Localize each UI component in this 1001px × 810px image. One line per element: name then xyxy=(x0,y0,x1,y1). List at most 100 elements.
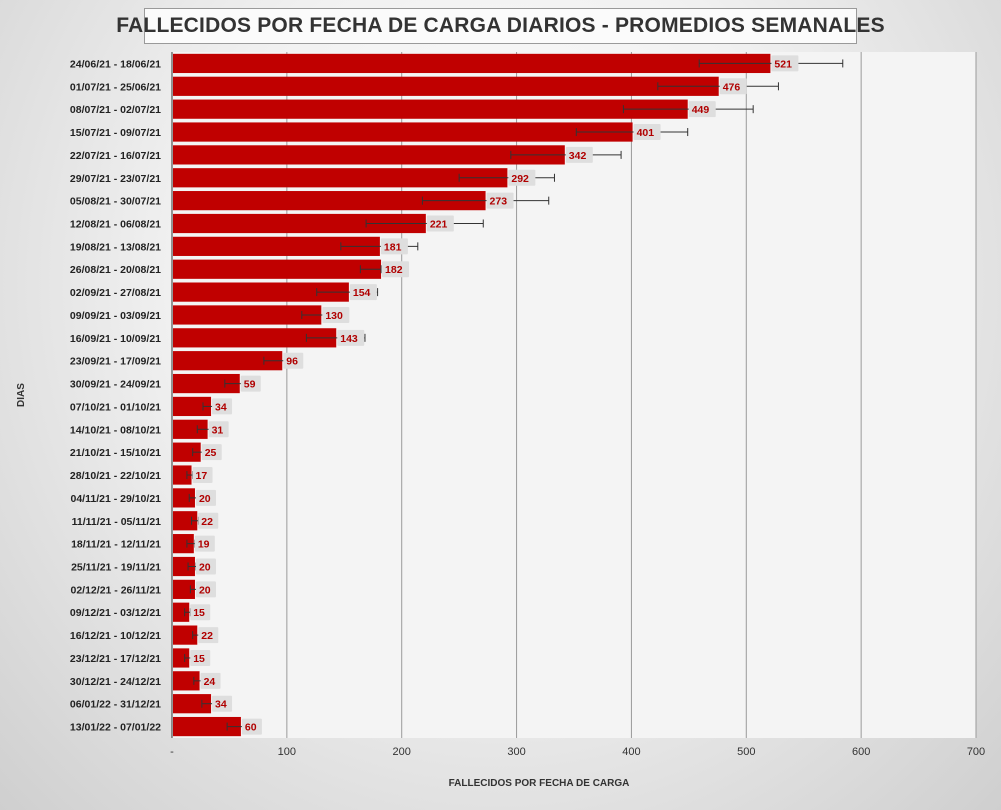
data-label: 154 xyxy=(353,287,371,299)
data-label: 34 xyxy=(215,401,227,413)
data-label: 476 xyxy=(723,81,741,93)
error-bar xyxy=(421,196,550,205)
x-tick-label: 700 xyxy=(967,746,985,758)
data-label-background xyxy=(508,169,536,186)
data-label: 15 xyxy=(193,607,205,619)
chart-title: FALLECIDOS POR FECHA DE CARGA DIARIOS - … xyxy=(116,14,885,37)
y-axis-title: DIAS xyxy=(16,383,27,407)
data-label-background xyxy=(192,467,213,484)
x-tick-label: 400 xyxy=(622,746,640,758)
data-label: 25 xyxy=(205,447,217,459)
data-label-background xyxy=(426,215,454,232)
bars xyxy=(173,53,771,737)
data-label: 273 xyxy=(490,196,508,208)
data-label-background xyxy=(195,581,216,598)
category-label: 24/06/21 - 18/06/21 xyxy=(70,58,161,70)
data-label: 59 xyxy=(244,379,256,391)
data-label-background xyxy=(194,535,215,552)
bar xyxy=(173,625,198,645)
x-tick-labels: - 100 200 300 400 500 600 700 xyxy=(170,746,985,758)
data-label: 292 xyxy=(511,173,529,185)
data-label-background xyxy=(190,604,211,621)
plot-area xyxy=(172,52,976,738)
bar xyxy=(173,259,382,279)
data-label-background xyxy=(322,306,350,323)
error-bar xyxy=(698,59,844,68)
data-label-background xyxy=(212,695,233,712)
bar xyxy=(173,351,283,371)
category-label: 16/09/21 - 10/09/21 xyxy=(70,333,161,345)
gridlines xyxy=(286,52,977,738)
category-label: 22/07/21 - 16/07/21 xyxy=(70,150,161,162)
category-label: 01/07/21 - 25/06/21 xyxy=(70,81,161,93)
data-label: 15 xyxy=(193,653,205,665)
bar xyxy=(173,556,195,577)
data-label-background xyxy=(382,261,410,278)
bar xyxy=(173,511,198,531)
bar xyxy=(173,694,212,714)
bar xyxy=(173,716,241,737)
category-label: 16/12/21 - 10/12/21 xyxy=(70,630,161,642)
bar xyxy=(173,191,486,211)
data-label-background xyxy=(240,375,261,392)
category-label: 28/10/21 - 22/10/21 xyxy=(70,470,161,482)
bar xyxy=(173,373,240,394)
data-label-background xyxy=(283,352,304,369)
category-labels: 24/06/21 - 18/06/21 01/07/21 - 25/06/21 08… xyxy=(70,58,161,733)
data-label: 60 xyxy=(245,722,257,734)
data-label: 31 xyxy=(212,424,224,436)
chart-title-box: FALLECIDOS POR FECHA DE CARGA DIARIOS - … xyxy=(116,8,885,44)
category-label: 13/01/22 - 07/01/22 xyxy=(70,722,161,734)
data-label-background xyxy=(771,55,799,72)
x-axis-title: FALLECIDOS POR FECHA DE CARGA xyxy=(449,778,630,789)
data-label-background xyxy=(241,718,262,735)
data-label-background xyxy=(688,101,716,118)
data-label-background xyxy=(337,329,365,346)
category-label: 06/01/22 - 31/12/21 xyxy=(70,699,161,711)
data-label: 182 xyxy=(385,264,403,276)
bar xyxy=(173,579,195,599)
bar xyxy=(173,305,322,325)
data-label-background xyxy=(486,192,514,209)
error-bar xyxy=(622,105,754,114)
category-label: 09/12/21 - 03/12/21 xyxy=(70,607,161,619)
data-label: 19 xyxy=(198,539,210,551)
data-label-background xyxy=(633,124,661,141)
data-label: 342 xyxy=(569,150,587,162)
bar xyxy=(173,488,195,508)
category-label: 15/07/21 - 09/07/21 xyxy=(70,127,161,139)
data-label: 20 xyxy=(199,584,211,596)
category-label: 14/10/21 - 08/10/21 xyxy=(70,424,161,436)
data-label: 20 xyxy=(199,493,211,505)
error-bar xyxy=(365,219,484,228)
bar xyxy=(173,282,349,302)
error-bar xyxy=(657,82,779,91)
x-tick-label: 500 xyxy=(737,746,755,758)
data-label-background xyxy=(719,78,747,95)
data-label: 401 xyxy=(637,127,655,139)
bar xyxy=(173,671,200,691)
category-label: 23/09/21 - 17/09/21 xyxy=(70,356,161,368)
bar xyxy=(173,465,192,485)
data-label-background xyxy=(349,284,377,301)
data-label: 96 xyxy=(286,356,298,368)
data-label-background xyxy=(380,238,408,255)
bar xyxy=(173,648,190,668)
data-label: 22 xyxy=(201,630,213,642)
data-label: 221 xyxy=(430,219,448,231)
data-label: 130 xyxy=(325,310,343,322)
x-tick-label: 200 xyxy=(393,746,411,758)
bar xyxy=(173,145,565,165)
category-label: 04/11/21 - 29/10/21 xyxy=(71,493,162,505)
category-label: 02/09/21 - 27/08/21 xyxy=(70,287,161,299)
bar xyxy=(173,236,380,256)
bar xyxy=(173,419,208,439)
bar xyxy=(173,122,633,142)
data-label-background xyxy=(200,672,221,689)
bar xyxy=(173,99,688,119)
data-label: 22 xyxy=(201,516,213,528)
data-label: 143 xyxy=(340,333,358,345)
category-label: 05/08/21 - 30/07/21 xyxy=(70,196,161,208)
data-label-background xyxy=(565,146,593,163)
